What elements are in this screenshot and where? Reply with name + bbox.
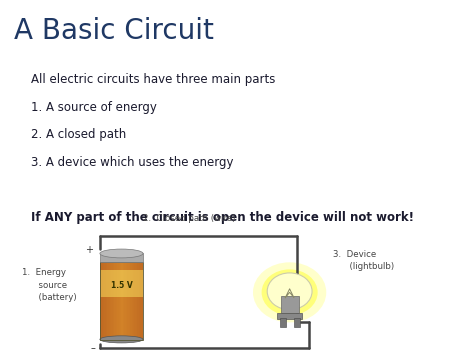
Bar — [100, 270, 101, 297]
Bar — [128, 262, 130, 340]
Bar — [121, 270, 123, 297]
Bar — [116, 270, 117, 297]
Text: 2.  Closed path (wire): 2. Closed path (wire) — [143, 214, 236, 223]
Bar — [124, 262, 126, 340]
Text: –: – — [91, 343, 96, 353]
Bar — [109, 270, 110, 297]
Bar — [116, 262, 117, 340]
Bar — [137, 270, 139, 297]
Bar — [101, 270, 103, 297]
Text: 1.5 V: 1.5 V — [110, 280, 132, 290]
Bar — [120, 262, 121, 340]
Bar — [123, 262, 124, 340]
Bar — [118, 262, 120, 340]
Ellipse shape — [100, 336, 143, 343]
Bar — [281, 296, 299, 312]
Bar — [277, 312, 302, 319]
Bar — [117, 262, 118, 340]
Text: A Basic Circuit: A Basic Circuit — [14, 17, 213, 45]
Bar — [130, 270, 131, 297]
Bar — [280, 318, 286, 327]
Bar — [106, 262, 107, 340]
Bar — [142, 262, 143, 340]
Bar — [100, 262, 101, 340]
Bar — [106, 270, 107, 297]
Bar — [128, 270, 130, 297]
Bar — [126, 270, 127, 297]
Bar — [139, 262, 140, 340]
Bar — [136, 262, 137, 340]
Bar — [135, 270, 136, 297]
Text: 3.  Device
      (lightbulb): 3. Device (lightbulb) — [333, 250, 394, 271]
Bar — [110, 270, 111, 297]
Bar — [111, 262, 113, 340]
Bar — [137, 262, 139, 340]
Text: If ANY part of the circuit is open the device will not work!: If ANY part of the circuit is open the d… — [31, 211, 414, 224]
Bar — [107, 262, 109, 340]
Bar — [140, 270, 142, 297]
Text: All electric circuits have three main parts: All electric circuits have three main pa… — [31, 73, 275, 86]
Bar — [140, 262, 142, 340]
Bar — [114, 262, 116, 340]
Bar — [103, 262, 104, 340]
Bar — [101, 262, 103, 340]
Bar — [131, 262, 133, 340]
Bar — [120, 270, 121, 297]
Bar — [103, 270, 104, 297]
Bar — [123, 270, 124, 297]
Bar — [113, 262, 114, 340]
Bar — [127, 262, 128, 340]
Circle shape — [262, 269, 318, 315]
Bar — [135, 262, 136, 340]
Bar — [121, 262, 123, 340]
Text: 3. A device which uses the energy: 3. A device which uses the energy — [31, 156, 233, 169]
Bar — [131, 270, 133, 297]
Bar — [118, 270, 120, 297]
Bar — [127, 270, 128, 297]
Circle shape — [253, 262, 326, 322]
Bar — [100, 262, 143, 340]
Bar — [133, 262, 135, 340]
Bar — [114, 270, 116, 297]
Bar — [111, 270, 113, 297]
Bar — [130, 262, 131, 340]
Text: 1.  Energy
      source
      (battery): 1. Energy source (battery) — [22, 268, 77, 302]
Bar — [133, 270, 135, 297]
Text: 1. A source of energy: 1. A source of energy — [31, 101, 157, 114]
Bar — [124, 270, 126, 297]
Bar — [142, 270, 143, 297]
Bar — [113, 270, 114, 297]
Bar — [139, 270, 140, 297]
Bar — [107, 270, 109, 297]
Bar — [110, 262, 111, 340]
Text: 2. A closed path: 2. A closed path — [31, 128, 126, 141]
Bar — [109, 262, 110, 340]
Circle shape — [267, 273, 312, 310]
Bar — [136, 270, 137, 297]
Bar — [104, 262, 106, 340]
Text: +: + — [85, 245, 93, 255]
Bar — [126, 262, 127, 340]
Bar — [100, 253, 143, 262]
Bar — [117, 270, 118, 297]
Bar — [104, 270, 106, 297]
Bar — [293, 318, 300, 327]
Ellipse shape — [100, 249, 143, 258]
